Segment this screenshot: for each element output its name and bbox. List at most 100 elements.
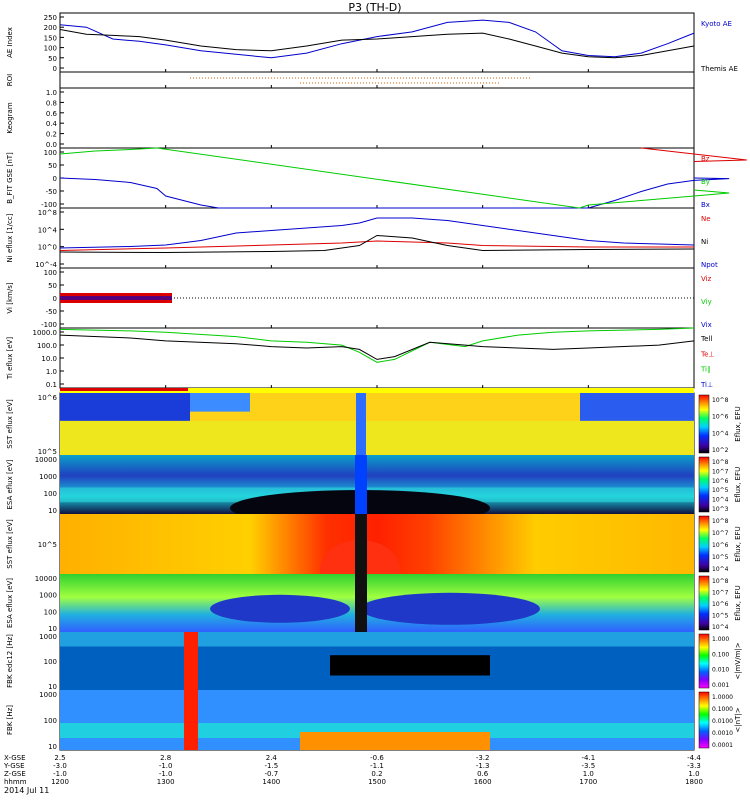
ytick-label-keogram: 0.2: [46, 131, 57, 139]
colorbar-title-esa_e: Eflux, EFU: [734, 467, 742, 502]
ytick-label-esa_e: 10000: [35, 456, 57, 464]
ytick-label-esa_i: 100: [44, 608, 57, 616]
fbk-b-band: [60, 723, 694, 738]
fbk-b-low: [300, 732, 490, 750]
ytick-label-bfit: -50: [46, 188, 57, 196]
colorbar-label-fbk_e: 1.000: [712, 636, 729, 643]
esa-e-gap: [355, 455, 367, 514]
colorbar-label-fbk_b: 0.0100: [712, 718, 733, 725]
colorbar-label-sst_i: 10^6: [712, 542, 729, 549]
ytick-label-esa_i: 1000: [39, 592, 57, 600]
colorbar-title-sst_i: Eflux, EFU: [734, 526, 742, 561]
ytick-label-sst_i: 10^5: [38, 541, 57, 549]
series-bfit-by: [59, 147, 730, 209]
footer-row-label: X-GSE: [4, 754, 26, 762]
sst-i-gap: [355, 514, 367, 574]
footer-value-t: 1600: [474, 778, 492, 786]
footer-value-t: 1800: [685, 778, 703, 786]
fbk-b-burst: [184, 690, 198, 750]
series-ti-ti: [59, 327, 695, 363]
panel-frame-ae: [59, 12, 695, 73]
ytick-label-ae: 50: [48, 55, 57, 63]
esa-i-blob-left: [210, 594, 350, 623]
footer-columns: 2.5-3.0-1.012002.8-1.0-1.013002.4-1.5-0.…: [51, 754, 703, 786]
ytick-label-ae: 250: [44, 14, 57, 22]
ytick-label-ae: 200: [44, 24, 57, 32]
panel-frame-ti: [59, 327, 695, 389]
footer-value-y: -1.5: [264, 762, 278, 770]
footer-value-z: 0.6: [477, 770, 489, 778]
footer-value-x: 2.5: [54, 754, 65, 762]
ytick-label-ni: 10^-4: [35, 261, 57, 269]
footer-value-z: 1.0: [688, 770, 699, 778]
legend-ni: Ne: [701, 215, 711, 223]
colorbar-label-sst_i: 10^4: [712, 566, 729, 573]
footer-value-y: -3.0: [53, 762, 67, 770]
legend-vi: Viy: [701, 298, 712, 306]
ytick-label-fbk_e: 100: [44, 658, 57, 666]
legend-ti: Ti∥: [700, 366, 711, 374]
colorbar-label-fbk_b: 0.1000: [712, 706, 733, 713]
ytick-label-bfit: 100: [44, 149, 57, 157]
legend-ti: Tell: [700, 335, 712, 343]
footer-value-y: -3.5: [581, 762, 595, 770]
ytick-label-keogram: 0.8: [46, 99, 57, 107]
ylabel-keogram: Keogram: [6, 102, 14, 133]
ytick-label-esa_i: 10: [48, 625, 57, 633]
colorbar-label-sst_e: 10^4: [712, 430, 729, 437]
footer-row-label: Z-GSE: [4, 770, 26, 778]
colorbar-label-fbk_e: 0.001: [712, 682, 729, 689]
footer-date: 2014 Jul 11: [4, 786, 49, 795]
colorbar-sst_i: [698, 515, 710, 573]
legend-ae: Themis AE: [700, 65, 738, 73]
sst-e-late-band: [580, 393, 694, 421]
ytick-label-ti: 1000.0: [33, 329, 58, 337]
colorbar-label-sst_i: 10^5: [712, 554, 729, 561]
colorbar-title-sst_e: Eflux, EFU: [734, 406, 742, 441]
ytick-label-fbk_b: 10: [48, 743, 57, 751]
colorbar-label-fbk_b: 0.0001: [712, 742, 733, 749]
status-bar: [60, 388, 694, 393]
colorbar-label-esa_i: 10^6: [712, 601, 729, 608]
colorbar-label-fbk_e: 0.100: [712, 651, 729, 658]
colorbar-title-fbk_b: <|nT|>: [734, 707, 742, 732]
vi-data-strip: [60, 296, 172, 300]
colorbar-label-fbk_b: 0.0010: [712, 730, 733, 737]
ylabel-ni: Ni eflux [1/cc]: [6, 213, 14, 262]
colorbar-fbk_b: [698, 691, 710, 749]
series-bfit-bx: [59, 177, 730, 209]
ytick-label-fbk_b: 1000: [39, 691, 57, 699]
ytick-label-vi: -50: [46, 308, 57, 316]
ytick-label-fbk_b: 100: [44, 717, 57, 725]
ylabel-vi: Vi [km/s]: [6, 282, 14, 313]
legend-vi: Viz: [701, 275, 712, 283]
ytick-label-keogram: 0.4: [46, 120, 58, 128]
ytick-label-esa_e: 1000: [39, 473, 57, 481]
ytick-label-sst_e: 10^6: [38, 394, 58, 402]
colorbar-label-esa_i: 10^7: [712, 590, 729, 597]
ytick-label-ni: 10^4: [38, 226, 58, 234]
ytick-label-keogram: 1.0: [46, 89, 57, 97]
colorbar-label-sst_e: 10^2: [712, 447, 729, 454]
colorbar-fbk_e: [698, 633, 710, 689]
footer-value-x: -4.4: [687, 754, 701, 762]
colorbar-sst_e: [698, 394, 710, 454]
footer-value-z: 1.0: [583, 770, 594, 778]
ytick-label-ae: 150: [44, 34, 57, 42]
series-ni-ni: [59, 217, 695, 249]
footer-value-z: -1.0: [53, 770, 67, 778]
ytick-label-vi: 50: [48, 282, 57, 290]
footer-value-y: -3.3: [687, 762, 701, 770]
colorbar-label-esa_e: 10^7: [712, 468, 729, 475]
colorbar-label-esa_i: 10^4: [712, 624, 729, 631]
ytick-label-esa_i: 10000: [35, 575, 57, 583]
ylabel-ti: Ti eflux [eV]: [6, 337, 14, 381]
ytick-label-vi: 100: [44, 269, 57, 277]
colorbar-title-esa_i: Eflux, EFU: [734, 585, 742, 620]
ylabel-ae: AE Index: [6, 27, 14, 58]
fbk-e-top: [60, 632, 694, 647]
legend-ti: Ti⊥: [700, 381, 713, 389]
series-ti-te: [59, 334, 695, 360]
ytick-label-ae: 0: [53, 65, 57, 73]
